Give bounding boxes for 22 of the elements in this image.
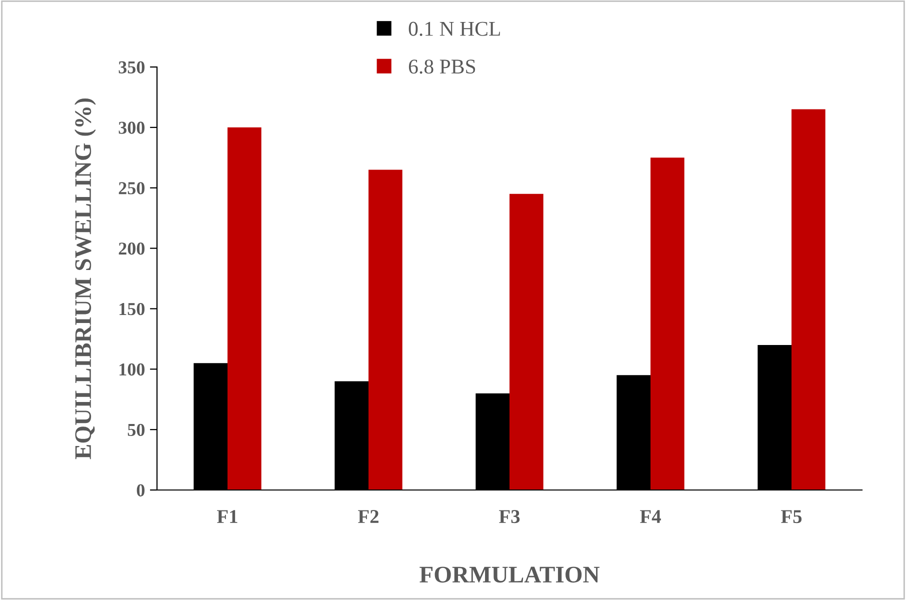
bar <box>792 109 826 490</box>
legend-label: 6.8 PBS <box>408 60 476 74</box>
x-tick-label: F5 <box>781 510 802 524</box>
y-tick-label: 100 <box>120 363 145 376</box>
x-axis-title: FORMULATION <box>420 566 600 583</box>
x-tick-label: F3 <box>499 510 520 524</box>
y-tick-label: 250 <box>118 182 145 194</box>
x-tick-label: F2 <box>358 510 378 523</box>
bar <box>368 170 402 490</box>
y-tick-label: 0 <box>136 484 145 496</box>
bar <box>228 127 262 490</box>
legend-label: 0.1 N HCL <box>408 22 500 36</box>
y-tick-label: 200 <box>118 242 145 255</box>
y-tick-label: 50 <box>128 424 145 436</box>
bar <box>510 194 544 490</box>
y-tick-label: 300 <box>118 122 145 134</box>
y-axis-title: EQUILLIBRIUM SWELLING (%) <box>74 98 96 460</box>
x-tick-label: F4 <box>640 510 661 523</box>
y-tick-label: 150 <box>120 302 145 316</box>
bar <box>650 158 684 490</box>
x-tick-label: F1 <box>217 510 238 523</box>
y-tick-label: 350 <box>118 61 145 74</box>
